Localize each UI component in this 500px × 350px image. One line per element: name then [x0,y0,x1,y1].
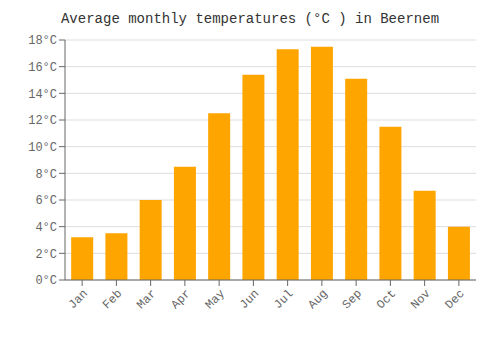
svg-text:Mar: Mar [134,287,159,312]
svg-text:10°C: 10°C [28,141,57,155]
svg-text:Apr: Apr [169,287,194,312]
svg-text:8°C: 8°C [35,168,57,182]
svg-text:Jul: Jul [271,287,296,312]
svg-text:May: May [203,287,228,312]
svg-text:4°C: 4°C [35,221,57,235]
svg-text:Jan: Jan [66,287,91,312]
html-text:Average monthly temperatures (: Average monthly temperatures (°C ) in Be… [61,11,439,27]
svg-text:12°C: 12°C [28,114,57,128]
svg-text:Aug: Aug [306,287,331,312]
svg-text:0°C: 0°C [35,274,57,288]
svg-text:Sep: Sep [340,287,365,312]
svg-text:16°C: 16°C [28,61,57,75]
svg-text:Nov: Nov [408,287,433,312]
svg-text:2°C: 2°C [35,248,57,262]
svg-text:6°C: 6°C [35,194,57,208]
svg-text:Feb: Feb [100,287,125,312]
svg-text:14°C: 14°C [28,88,57,102]
svg-text:18°C: 18°C [28,34,57,48]
svg-text:Oct: Oct [374,287,399,312]
svg-text:Jun: Jun [237,287,262,312]
svg-text:Dec: Dec [443,287,468,312]
